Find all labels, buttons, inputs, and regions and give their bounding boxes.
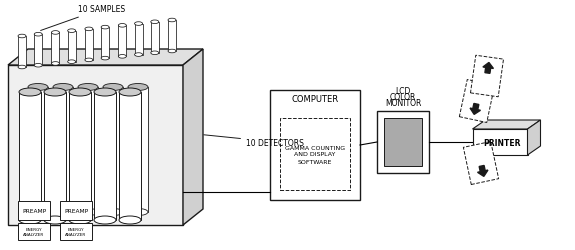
Bar bbox=[118, 26, 126, 57]
Bar bbox=[44, 93, 66, 220]
Bar bbox=[18, 201, 50, 220]
FancyArrow shape bbox=[470, 104, 481, 115]
Ellipse shape bbox=[135, 54, 143, 57]
Ellipse shape bbox=[118, 24, 126, 28]
Text: PREAMP: PREAMP bbox=[22, 208, 46, 213]
Bar bbox=[94, 93, 116, 220]
Bar bbox=[119, 93, 141, 220]
Ellipse shape bbox=[94, 89, 116, 96]
Bar bbox=[53, 88, 73, 212]
Ellipse shape bbox=[168, 50, 176, 53]
Ellipse shape bbox=[101, 57, 109, 61]
Bar bbox=[135, 24, 143, 55]
Bar bbox=[101, 28, 109, 59]
Text: LCD: LCD bbox=[396, 87, 411, 96]
Ellipse shape bbox=[51, 32, 59, 35]
Ellipse shape bbox=[128, 84, 148, 91]
Bar bbox=[377, 112, 429, 173]
Ellipse shape bbox=[78, 84, 98, 91]
Ellipse shape bbox=[151, 52, 159, 55]
Ellipse shape bbox=[119, 216, 141, 224]
Ellipse shape bbox=[103, 84, 123, 91]
Bar bbox=[463, 142, 499, 185]
Text: ENERGY
ANALYZER: ENERGY ANALYZER bbox=[24, 227, 45, 236]
Text: COMPUTER: COMPUTER bbox=[292, 95, 339, 104]
Ellipse shape bbox=[44, 89, 66, 96]
Ellipse shape bbox=[18, 35, 26, 39]
Ellipse shape bbox=[118, 55, 126, 59]
Bar bbox=[459, 80, 494, 123]
FancyArrow shape bbox=[477, 166, 488, 177]
Bar bbox=[280, 118, 350, 190]
Bar bbox=[151, 23, 159, 54]
Ellipse shape bbox=[85, 28, 93, 32]
Ellipse shape bbox=[28, 84, 48, 91]
Bar bbox=[103, 88, 123, 212]
FancyArrow shape bbox=[483, 63, 493, 74]
Bar bbox=[18, 37, 26, 68]
Bar bbox=[19, 93, 41, 220]
Ellipse shape bbox=[68, 60, 76, 64]
Text: MONITOR: MONITOR bbox=[385, 98, 421, 108]
Ellipse shape bbox=[78, 209, 98, 216]
Bar bbox=[78, 88, 98, 212]
Ellipse shape bbox=[34, 64, 42, 68]
Polygon shape bbox=[183, 50, 203, 225]
Ellipse shape bbox=[168, 19, 176, 23]
Text: PRINTER: PRINTER bbox=[483, 138, 521, 147]
Bar bbox=[384, 118, 422, 166]
Ellipse shape bbox=[128, 209, 148, 216]
Ellipse shape bbox=[94, 216, 116, 224]
Text: ENERGY
ANALYZER: ENERGY ANALYZER bbox=[66, 227, 87, 236]
Bar bbox=[68, 32, 76, 62]
Ellipse shape bbox=[28, 209, 48, 216]
Ellipse shape bbox=[51, 62, 59, 66]
Bar bbox=[128, 88, 148, 212]
Ellipse shape bbox=[151, 21, 159, 24]
Bar bbox=[60, 223, 92, 240]
Ellipse shape bbox=[119, 89, 141, 96]
Ellipse shape bbox=[68, 30, 76, 33]
Bar bbox=[18, 223, 50, 240]
Ellipse shape bbox=[44, 216, 66, 224]
Polygon shape bbox=[527, 120, 540, 156]
Ellipse shape bbox=[69, 216, 91, 224]
Ellipse shape bbox=[34, 33, 42, 37]
Bar bbox=[270, 91, 360, 200]
Bar bbox=[8, 66, 183, 225]
Bar bbox=[470, 56, 504, 97]
Ellipse shape bbox=[18, 66, 26, 70]
Bar bbox=[51, 33, 59, 64]
Ellipse shape bbox=[101, 26, 109, 30]
Bar bbox=[85, 30, 93, 61]
Text: GAMMA COUNTING
AND DISPLAY
SOFTWARE: GAMMA COUNTING AND DISPLAY SOFTWARE bbox=[285, 145, 345, 164]
Ellipse shape bbox=[69, 89, 91, 96]
Bar bbox=[28, 88, 48, 212]
Polygon shape bbox=[473, 130, 527, 156]
Polygon shape bbox=[473, 120, 540, 130]
Text: COLOR: COLOR bbox=[390, 93, 416, 102]
Polygon shape bbox=[8, 50, 203, 66]
Text: 10 SAMPLES: 10 SAMPLES bbox=[41, 6, 125, 31]
Text: PREAMP: PREAMP bbox=[64, 208, 88, 213]
Bar bbox=[60, 201, 92, 220]
Bar bbox=[168, 21, 176, 52]
Bar bbox=[69, 93, 91, 220]
Ellipse shape bbox=[19, 89, 41, 96]
Ellipse shape bbox=[53, 209, 73, 216]
Ellipse shape bbox=[85, 59, 93, 62]
Ellipse shape bbox=[53, 84, 73, 91]
Ellipse shape bbox=[135, 23, 143, 26]
Ellipse shape bbox=[19, 216, 41, 224]
Ellipse shape bbox=[103, 209, 123, 216]
Text: 10 DETECTORS: 10 DETECTORS bbox=[204, 135, 304, 147]
Bar bbox=[34, 35, 42, 66]
